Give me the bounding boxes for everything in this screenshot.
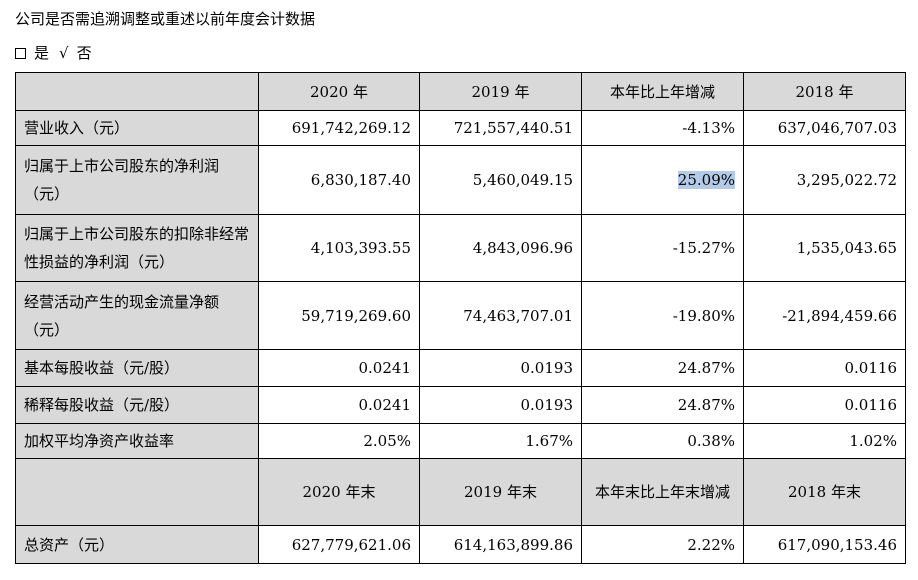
value-2018: 1,535,043.65 [743, 214, 906, 282]
value-change: -19.80% [581, 281, 744, 350]
value-2019: 721,557,440.51 [419, 110, 582, 146]
value-2020: 0.0241 [258, 386, 420, 424]
header-cell-change: 本年比上年增减 [581, 72, 744, 111]
table-row: 基本每股收益（元/股） 0.0241 0.0193 24.87% 0.0116 [15, 349, 906, 387]
no-label: 否 [76, 44, 92, 62]
value-change: 24.87% [581, 386, 744, 424]
header-cell-change-end: 本年末比上年末增减 [581, 458, 744, 526]
value-2018: 617,090,153.46 [743, 525, 906, 564]
row-label: 基本每股收益（元/股） [15, 349, 259, 387]
value-2019: 74,463,707.01 [419, 281, 582, 350]
section-heading: 公司是否需追溯调整或重述以前年度会计数据 [15, 10, 316, 28]
restatement-choice: 是 √ 否 [15, 42, 92, 64]
header-cell-2019-end: 2019 年末 [419, 458, 582, 526]
value-2020: 6,830,187.40 [258, 145, 420, 215]
value-2019: 5,460,049.15 [419, 145, 582, 215]
value-change: 0.38% [581, 423, 744, 459]
value-change: 24.87% [581, 349, 744, 387]
value-2019: 614,163,899.86 [419, 525, 582, 564]
value-2020: 4,103,393.55 [258, 214, 420, 282]
header-cell-empty [15, 458, 259, 526]
table-header-row: 2020 年 2019 年 本年比上年增减 2018 年 [15, 72, 906, 111]
value-change: 2.22% [581, 525, 744, 564]
value-2019: 4,843,096.96 [419, 214, 582, 282]
check-icon: √ [59, 44, 69, 62]
value-2020: 627,779,621.06 [258, 525, 420, 564]
row-label: 稀释每股收益（元/股） [15, 386, 259, 424]
row-label: 加权平均净资产收益率 [15, 423, 259, 459]
table-header-row: 2020 年末 2019 年末 本年末比上年末增减 2018 年末 [15, 458, 906, 526]
value-2018: 1.02% [743, 423, 906, 459]
header-cell-2020-end: 2020 年末 [258, 458, 420, 526]
table-row: 经营活动产生的现金流量净额（元） 59,719,269.60 74,463,70… [15, 281, 906, 350]
table-row: 归属于上市公司股东的净利润（元） 6,830,187.40 5,460,049.… [15, 145, 906, 215]
value-2020: 0.0241 [258, 349, 420, 387]
value-change: -15.27% [581, 214, 744, 282]
table-row: 归属于上市公司股东的扣除非经常性损益的净利润（元） 4,103,393.55 4… [15, 214, 906, 282]
row-label: 经营活动产生的现金流量净额（元） [15, 281, 259, 350]
value-2019: 1.67% [419, 423, 582, 459]
header-cell-2018: 2018 年 [743, 72, 906, 111]
value-change: 25.09% [581, 145, 744, 215]
row-label: 归属于上市公司股东的净利润（元） [15, 145, 259, 215]
value-2019: 0.0193 [419, 349, 582, 387]
table-row: 总资产（元） 627,779,621.06 614,163,899.86 2.2… [15, 525, 906, 564]
value-2018: -21,894,459.66 [743, 281, 906, 350]
header-cell-empty [15, 72, 259, 111]
value-2019: 0.0193 [419, 386, 582, 424]
yes-label: 是 [34, 44, 50, 62]
table-row: 营业收入（元） 691,742,269.12 721,557,440.51 -4… [15, 110, 906, 146]
value-2020: 2.05% [258, 423, 420, 459]
value-2018: 3,295,022.72 [743, 145, 906, 215]
yes-checkbox[interactable] [15, 47, 26, 59]
header-cell-2019: 2019 年 [419, 72, 582, 111]
value-2018: 0.0116 [743, 386, 906, 424]
row-label: 营业收入（元） [15, 110, 259, 146]
value-change: -4.13% [581, 110, 744, 146]
value-2020: 691,742,269.12 [258, 110, 420, 146]
value-2018: 637,046,707.03 [743, 110, 906, 146]
row-label: 总资产（元） [15, 525, 259, 564]
header-cell-2018-end: 2018 年末 [743, 458, 906, 526]
financial-data-table: 2020 年 2019 年 本年比上年增减 2018 年 营业收入（元） 691… [15, 72, 906, 564]
value-2020: 59,719,269.60 [258, 281, 420, 350]
header-cell-2020: 2020 年 [258, 72, 420, 111]
table-row: 加权平均净资产收益率 2.05% 1.67% 0.38% 1.02% [15, 423, 906, 459]
highlighted-value: 25.09% [677, 171, 735, 189]
value-2018: 0.0116 [743, 349, 906, 387]
table-row: 稀释每股收益（元/股） 0.0241 0.0193 24.87% 0.0116 [15, 386, 906, 424]
row-label: 归属于上市公司股东的扣除非经常性损益的净利润（元） [15, 214, 259, 282]
